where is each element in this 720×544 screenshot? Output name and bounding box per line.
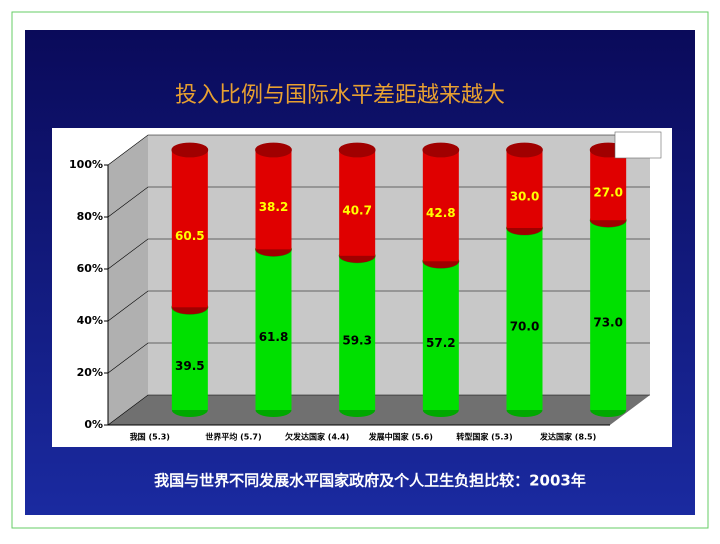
bar [422, 261, 459, 410]
bar [590, 220, 627, 410]
bar [590, 150, 627, 221]
data-label: 61.8 [259, 330, 289, 344]
grid-line [107, 342, 650, 374]
x-tick-label: 我国 (5.3) [130, 432, 170, 442]
back-wall [148, 135, 650, 395]
bar [506, 150, 543, 228]
data-label: 42.8 [426, 206, 456, 220]
y-tick-label: 0% [84, 418, 103, 431]
grid-line [107, 186, 650, 218]
grid-line [107, 238, 650, 270]
bar [422, 150, 459, 262]
cylinder-top [255, 142, 292, 158]
grid-line [107, 134, 650, 166]
x-tick-label: 发达国家 (8.5) [539, 432, 596, 442]
data-label: 38.2 [259, 200, 289, 214]
footer-note: 我国与世界不同发展水平国家政府及个人卫生负担比较：2003年 [154, 472, 586, 490]
y-tick-label: 80% [77, 210, 103, 223]
y-tick-label: 100% [69, 158, 103, 171]
x-tick-label: 世界平均 (5.7) [205, 432, 261, 442]
bar [171, 307, 208, 410]
grid-line [107, 394, 650, 426]
legend [614, 131, 662, 159]
bar [255, 150, 292, 250]
bar [171, 150, 208, 308]
cylinder-top [506, 142, 543, 158]
data-label: 57.2 [426, 336, 456, 350]
bar [506, 228, 543, 410]
y-tick-label: 20% [77, 366, 103, 379]
y-tick-label: 40% [77, 314, 103, 327]
side-wall [108, 135, 148, 425]
data-label: 40.7 [342, 203, 372, 217]
cylinder-top [338, 142, 376, 158]
slide-title: 投入比例与国际水平差距越来越大 [175, 83, 505, 108]
grid-line [107, 290, 650, 322]
data-label: 70.0 [510, 320, 540, 334]
data-label: 27.0 [593, 186, 623, 200]
bar [255, 249, 292, 410]
y-tick-label: 60% [77, 262, 103, 275]
data-label: 60.5 [175, 229, 205, 243]
cylinder-top [171, 142, 209, 158]
x-tick-label: 发展中国家 (5.6) [368, 432, 433, 442]
data-label: 39.5 [175, 359, 205, 373]
frame [11, 11, 709, 529]
data-label: 59.3 [342, 333, 372, 347]
cylinder-top [422, 142, 460, 158]
bar [339, 255, 376, 410]
data-label: 30.0 [510, 190, 540, 204]
data-label: 73.0 [593, 316, 623, 330]
x-tick-label: 欠发达国家 (4.4) [285, 432, 349, 442]
bar [339, 150, 376, 256]
x-tick-label: 转型国家 (5.3) [456, 432, 512, 442]
